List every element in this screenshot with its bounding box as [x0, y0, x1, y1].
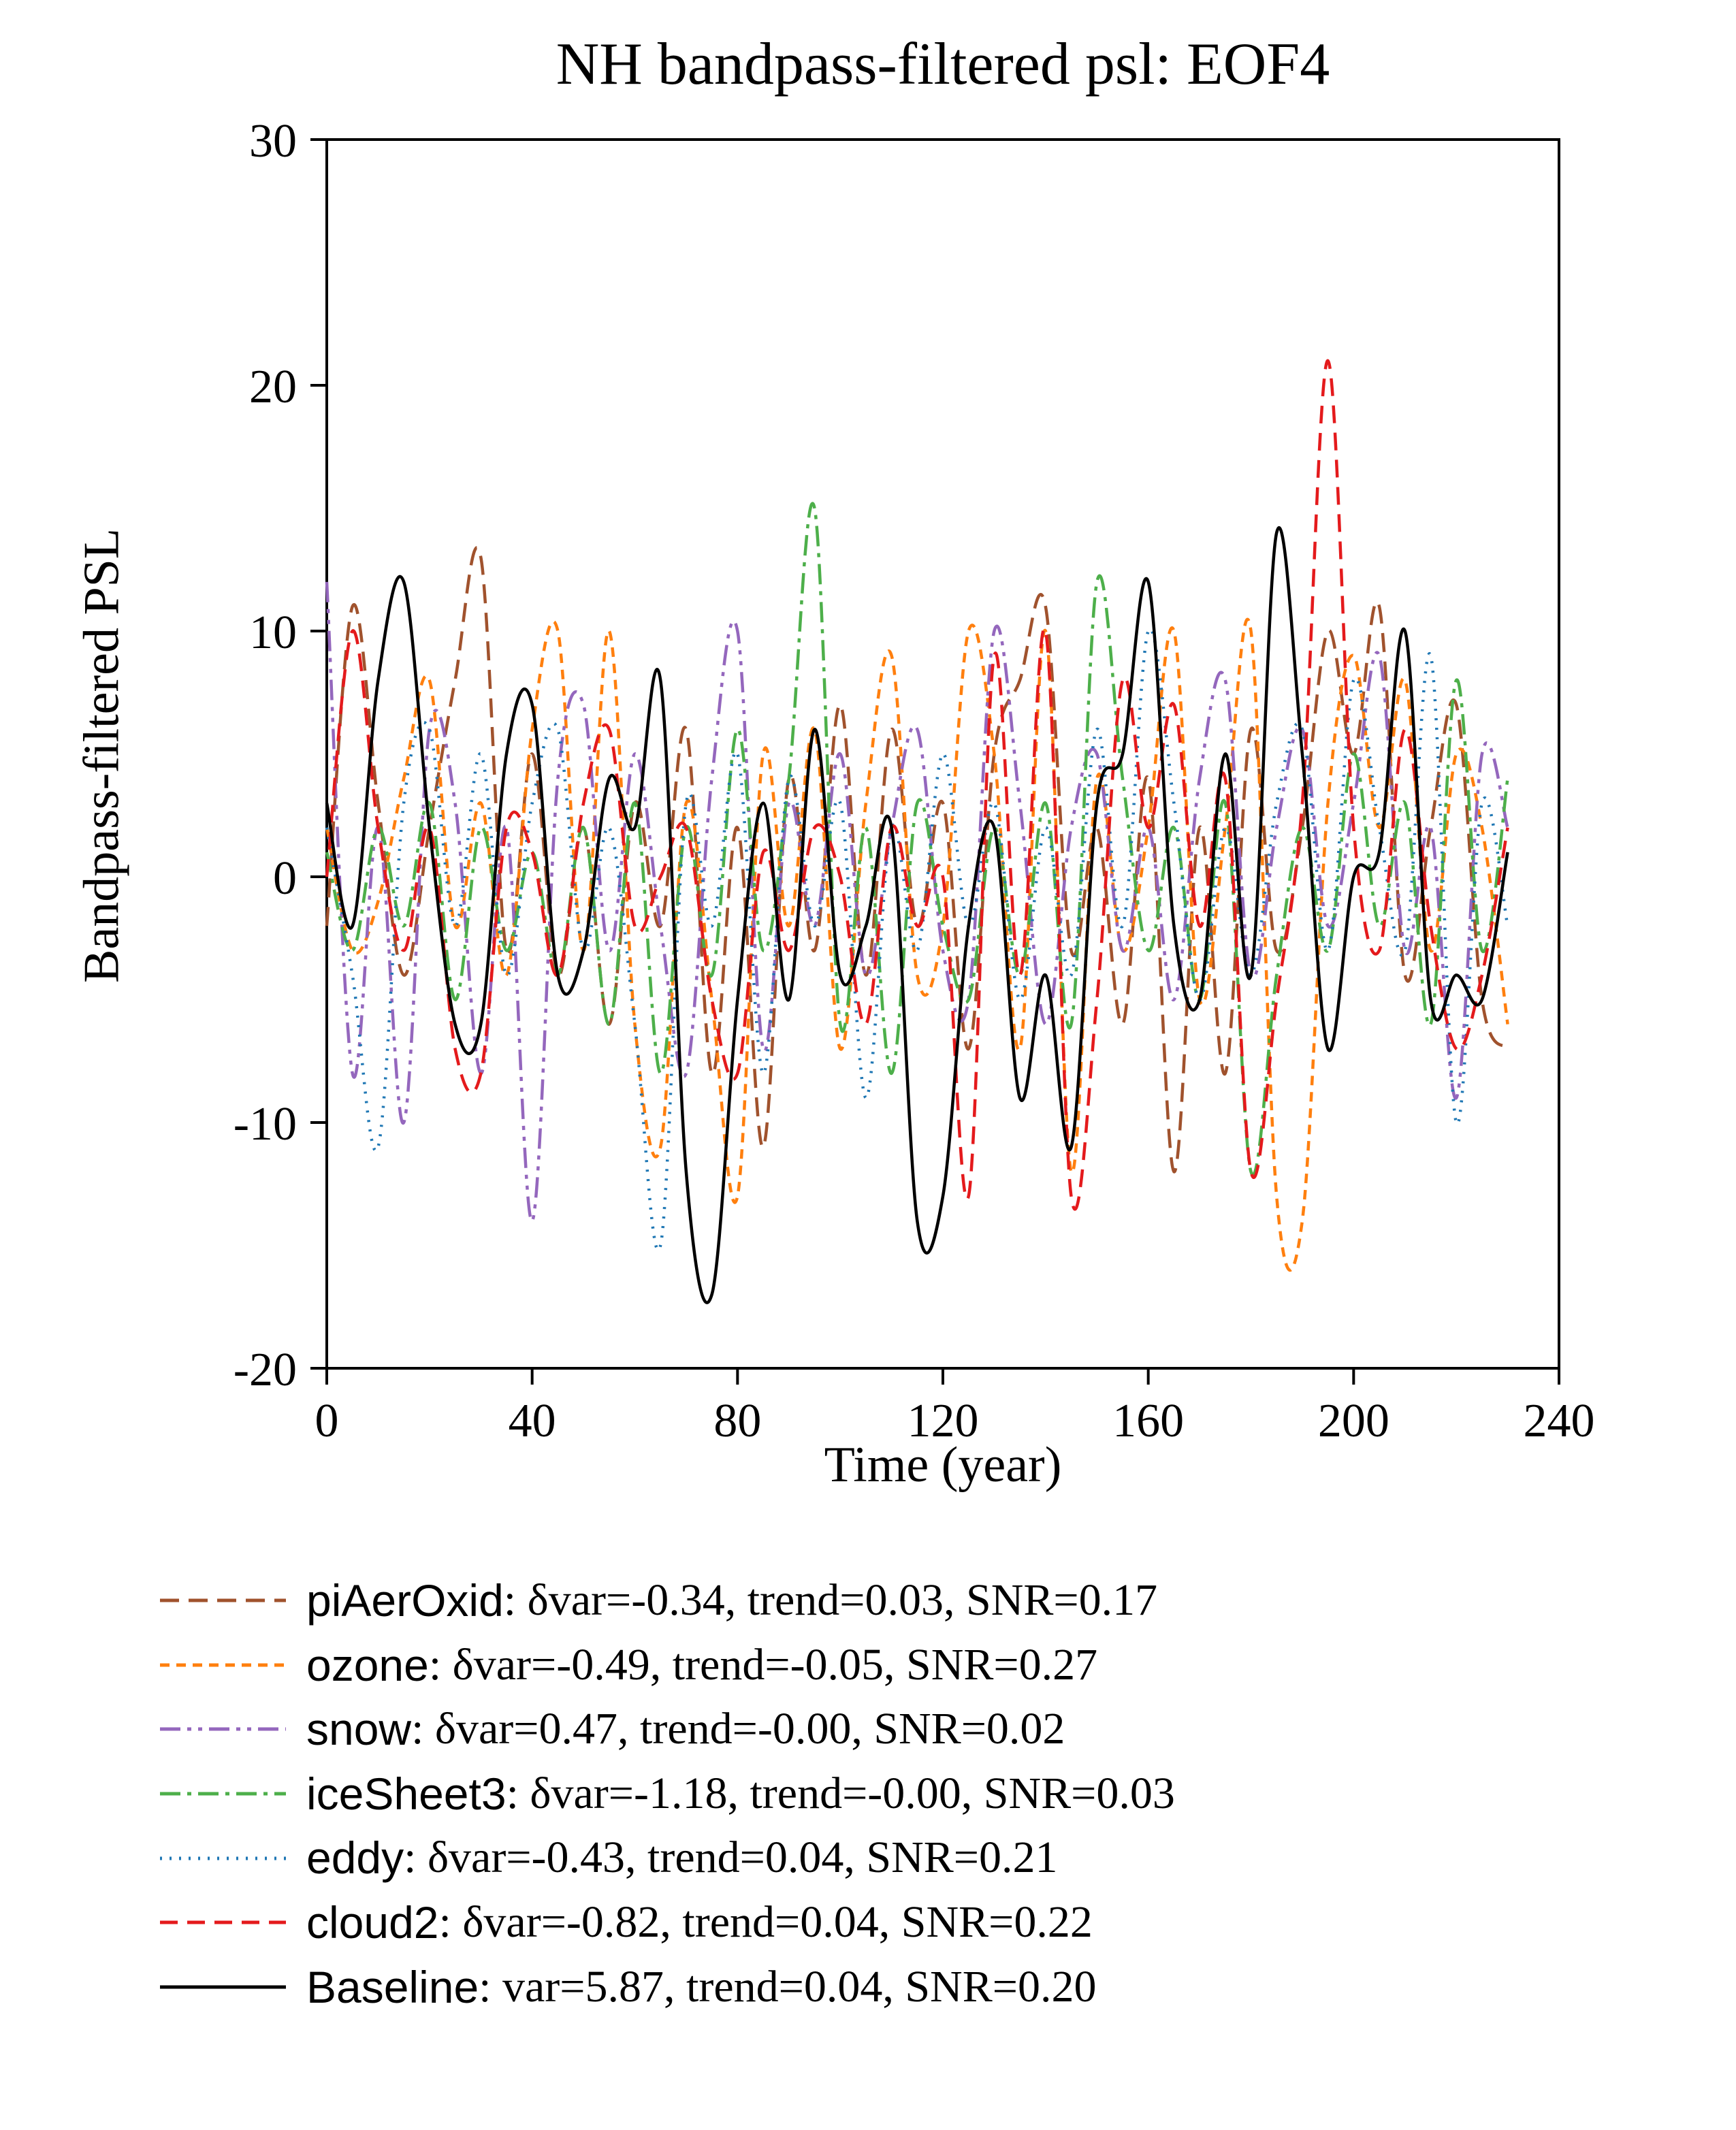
x-tick-label: 40 — [509, 1395, 556, 1447]
plot-border — [325, 138, 1560, 1370]
legend-series-stats: : var=5.87, trend=0.04, SNR=0.20 — [479, 1961, 1097, 2012]
x-axis-label: Time (year) — [824, 1437, 1062, 1493]
legend-series-stats: : δvar=-0.34, trend=0.03, SNR=0.17 — [503, 1575, 1158, 1625]
series-line-Baseline — [325, 526, 1509, 1304]
series-line-snow — [325, 581, 1509, 1223]
legend-series-name: ozone — [306, 1639, 429, 1690]
legend-series-name: cloud2 — [306, 1897, 439, 1948]
legend-line-sample-eddy — [160, 1856, 286, 1860]
plot-wrap: Bandpass-filtered PSL 0 40 80 120 160 200 240-… — [0, 99, 1736, 1457]
x-tick-label: 200 — [1318, 1395, 1389, 1447]
legend-series-name: iceSheet3 — [306, 1768, 507, 1819]
y-tick-label: -10 — [234, 1098, 297, 1150]
series-line-piAerOxid — [325, 546, 1509, 1174]
legend-series-stats: : δvar=-1.18, trend=-0.00, SNR=0.03 — [506, 1768, 1175, 1818]
series-line-cloud2 — [325, 359, 1509, 1211]
legend-line-sample-Baseline — [160, 1985, 286, 1989]
series-line-iceSheet3 — [325, 502, 1509, 1176]
legend-series-name: snow — [306, 1704, 412, 1755]
figure: NH bandpass-filtered psl: EOF4 Bandpass-… — [0, 30, 1736, 2012]
legend-series-name: eddy — [306, 1833, 404, 1884]
y-tick-label: 0 — [273, 852, 297, 905]
legend-line-sample-ozone — [160, 1663, 286, 1667]
legend-series-stats: : δvar=-0.49, trend=-0.05, SNR=0.27 — [428, 1639, 1098, 1690]
legend-item-ozone: ozone: δvar=-0.49, trend=-0.05, SNR=0.27 — [160, 1639, 1736, 1690]
legend-item-eddy: eddy: δvar=-0.43, trend=0.04, SNR=0.21 — [160, 1833, 1736, 1883]
legend-series-stats: : δvar=-0.43, trend=0.04, SNR=0.21 — [404, 1833, 1058, 1883]
x-tick-label: 160 — [1112, 1395, 1184, 1447]
x-tick-label: 120 — [907, 1395, 979, 1447]
series-line-ozone — [325, 617, 1509, 1272]
x-tick-label: 0 — [315, 1395, 339, 1447]
legend-item-snow: snow: δvar=0.47, trend=-0.00, SNR=0.02 — [160, 1705, 1736, 1754]
x-tick-label: 80 — [713, 1395, 761, 1447]
legend-line-sample-snow — [160, 1727, 286, 1731]
legend-line-sample-cloud2 — [160, 1920, 286, 1924]
y-tick-label: 10 — [249, 607, 297, 659]
legend-series-stats: : δvar=-0.82, trend=0.04, SNR=0.22 — [438, 1897, 1093, 1947]
legend-item-piAerOxid: piAerOxid: δvar=-0.34, trend=0.03, SNR=0… — [160, 1575, 1736, 1626]
y-tick-label: 30 — [249, 115, 297, 167]
legend: piAerOxid: δvar=-0.34, trend=0.03, SNR=0… — [160, 1575, 1736, 2012]
series-line-eddy — [325, 627, 1509, 1252]
y-tick-label: 20 — [249, 361, 297, 413]
legend-series-name: piAerOxid — [306, 1575, 504, 1626]
legend-item-iceSheet3: iceSheet3: δvar=-1.18, trend=-0.00, SNR=… — [160, 1769, 1736, 1819]
plot-area: 0 40 80 120 160 200 240 -20 -10 0 10 20 30 — [234, 115, 1595, 1447]
chart-title: NH bandpass-filtered psl: EOF4 — [556, 31, 1330, 97]
legend-line-sample-iceSheet3 — [160, 1792, 286, 1796]
y-tick-label: -20 — [234, 1344, 297, 1396]
x-tick-label: 240 — [1524, 1395, 1595, 1447]
y-axis-label: Bandpass-filtered PSL — [74, 528, 130, 983]
legend-series-name: Baseline — [306, 1961, 479, 2012]
legend-item-Baseline: Baseline: var=5.87, trend=0.04, SNR=0.20 — [160, 1961, 1736, 2012]
legend-series-stats: : δvar=0.47, trend=-0.00, SNR=0.02 — [411, 1704, 1065, 1754]
legend-item-cloud2: cloud2: δvar=-0.82, trend=0.04, SNR=0.22 — [160, 1897, 1736, 1948]
legend-line-sample-piAerOxid — [160, 1598, 286, 1602]
